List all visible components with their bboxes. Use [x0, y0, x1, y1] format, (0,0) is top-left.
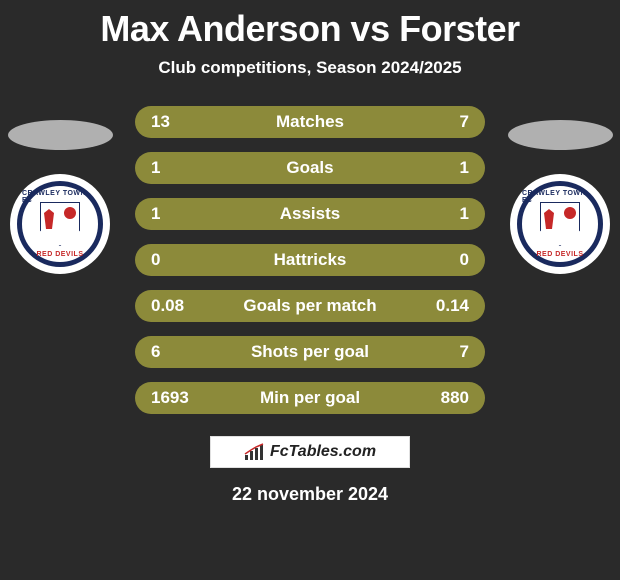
stat-label: Shots per goal — [201, 342, 419, 362]
stat-label: Assists — [201, 204, 419, 224]
stat-label: Goals — [201, 158, 419, 178]
stat-left-value: 6 — [151, 342, 201, 362]
chart-icon — [244, 443, 266, 461]
stat-row: 1 Assists 1 — [135, 198, 485, 230]
club-crest-right: CRAWLEY TOWN FC RED DEVILS — [510, 174, 610, 274]
stat-label: Goals per match — [201, 296, 419, 316]
crest-bottom-text: RED DEVILS — [36, 251, 83, 258]
stat-label: Hattricks — [201, 250, 419, 270]
stat-left-value: 1 — [151, 204, 201, 224]
stat-label: Min per goal — [201, 388, 419, 408]
stat-right-value: 1 — [419, 204, 469, 224]
player-right-column: CRAWLEY TOWN FC RED DEVILS — [500, 120, 620, 300]
stat-left-value: 0.08 — [151, 296, 201, 316]
stat-left-value: 13 — [151, 112, 201, 132]
stats-table: 13 Matches 7 1 Goals 1 1 Assists 1 0 Hat… — [135, 106, 485, 414]
devil-icon — [44, 209, 54, 229]
crest-shield-icon — [540, 202, 580, 246]
player-left-column: CRAWLEY TOWN FC RED DEVILS — [0, 120, 120, 300]
player-right-ellipse — [508, 120, 613, 150]
club-crest-left: CRAWLEY TOWN FC RED DEVILS — [10, 174, 110, 274]
stat-row: 0.08 Goals per match 0.14 — [135, 290, 485, 322]
stat-right-value: 0 — [419, 250, 469, 270]
crest-top-text: CRAWLEY TOWN FC — [522, 190, 598, 204]
stat-row: 1693 Min per goal 880 — [135, 382, 485, 414]
ball-icon — [564, 207, 576, 219]
stat-right-value: 880 — [419, 388, 469, 408]
watermark-text: FcTables.com — [270, 443, 376, 461]
stat-right-value: 1 — [419, 158, 469, 178]
stat-left-value: 1693 — [151, 388, 201, 408]
watermark[interactable]: FcTables.com — [210, 436, 410, 468]
stat-right-value: 7 — [419, 112, 469, 132]
stat-row: 6 Shots per goal 7 — [135, 336, 485, 368]
page-subtitle: Club competitions, Season 2024/2025 — [0, 58, 620, 78]
page-title: Max Anderson vs Forster — [0, 0, 620, 50]
crest-ring: CRAWLEY TOWN FC RED DEVILS — [17, 181, 103, 267]
crest-ring: CRAWLEY TOWN FC RED DEVILS — [517, 181, 603, 267]
stat-row: 13 Matches 7 — [135, 106, 485, 138]
stat-row: 1 Goals 1 — [135, 152, 485, 184]
stat-label: Matches — [201, 112, 419, 132]
stat-left-value: 1 — [151, 158, 201, 178]
stat-right-value: 7 — [419, 342, 469, 362]
stat-left-value: 0 — [151, 250, 201, 270]
date: 22 november 2024 — [0, 484, 620, 505]
crest-bottom-text: RED DEVILS — [536, 251, 583, 258]
player-left-ellipse — [8, 120, 113, 150]
devil-icon — [544, 209, 554, 229]
stat-row: 0 Hattricks 0 — [135, 244, 485, 276]
stat-right-value: 0.14 — [419, 296, 469, 316]
crest-shield-icon — [40, 202, 80, 246]
crest-top-text: CRAWLEY TOWN FC — [22, 190, 98, 204]
ball-icon — [64, 207, 76, 219]
